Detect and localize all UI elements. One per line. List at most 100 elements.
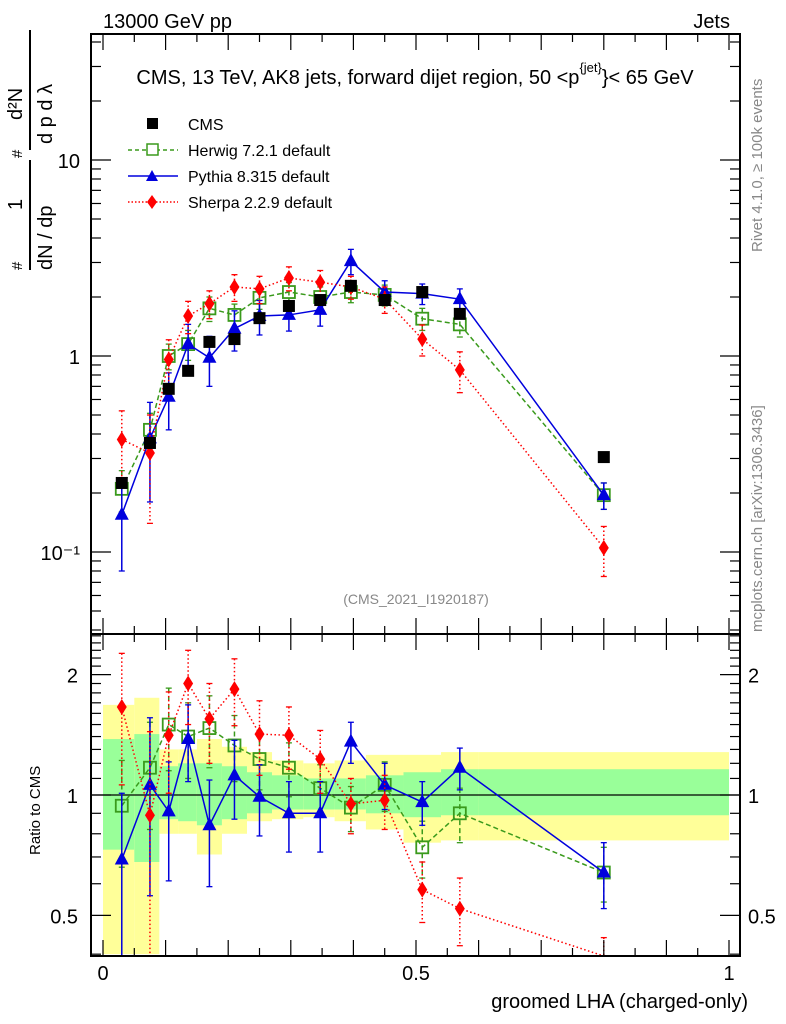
marker-triangle [313, 805, 328, 819]
marker-triangle [343, 253, 358, 267]
green-band [272, 775, 304, 810]
legend-item-sherpa: Sherpa 2.2.9 default [128, 195, 333, 212]
green-band [478, 769, 729, 816]
legend-item-herwig: Herwig 7.2.1 default [128, 143, 331, 160]
marker-diamond [417, 331, 428, 348]
series-sherpa [116, 266, 609, 578]
legend-item-pythia: Pythia 8.315 default [128, 169, 330, 186]
series-line [121, 738, 605, 874]
ratio-y-tick-label-right: 1 [748, 786, 759, 808]
watermark: (CMS_2021_I1920187) [343, 591, 489, 607]
data-point-square [378, 294, 391, 307]
title-pre: CMS, 13 TeV, AK8 jets, forward dijet reg… [136, 67, 579, 89]
green-band [103, 739, 135, 850]
marker-triangle [596, 864, 611, 878]
legend-marker-open-square [146, 143, 159, 156]
data-point-square [314, 294, 327, 307]
marker-triangle [281, 805, 296, 819]
data-point-square [228, 333, 241, 346]
marker-triangle [281, 306, 296, 320]
marker-triangle [252, 788, 267, 802]
marker-triangle [596, 487, 611, 501]
data-point-square [453, 307, 466, 320]
marker-diamond [254, 726, 265, 743]
marker-diamond [144, 807, 155, 824]
main-ticks: 10 1 10⁻¹ [41, 34, 740, 634]
marker-triangle [202, 349, 217, 363]
marker-diamond [315, 274, 326, 291]
legend-item-cms: CMS [147, 117, 224, 134]
header-left: 13000 GeV pp [103, 11, 232, 33]
y-tick-label: 10⁻¹ [41, 543, 81, 565]
marker-triangle [452, 759, 467, 773]
x-axis-label: groomed LHA (charged-only) [491, 991, 748, 1013]
marker-triangle [343, 733, 358, 747]
ratio-y-tick-label-right: 0.5 [748, 906, 776, 928]
rivet-label: Rivet 4.1.0, ≥ 100k events [749, 79, 766, 252]
ratio-y-tick-label: 2 [67, 666, 78, 688]
marker-triangle [161, 388, 176, 402]
data-point-square [597, 451, 610, 464]
marker-triangle [227, 320, 242, 334]
data-point-square [416, 286, 429, 299]
ylabel-hash-2: # [9, 149, 26, 158]
x-tick-label: 1 [723, 963, 734, 985]
y-tick-label: 10 [58, 151, 80, 173]
ratio-bands [103, 697, 729, 955]
marker-diamond [163, 351, 174, 368]
ylabel-hash-1: # [9, 261, 26, 270]
x-tick-label: 0 [97, 963, 108, 985]
ylabel-d2n: d²N [5, 88, 27, 120]
ylabel-dpt-dlambda: d p d λ [35, 84, 57, 144]
marker-diamond [204, 295, 215, 312]
data-point-square [182, 364, 195, 377]
marker-triangle [202, 817, 217, 831]
ratio-y-tick-label-right: 2 [748, 666, 759, 688]
ratio-y-tick-label: 0.5 [50, 906, 78, 928]
green-band [134, 734, 160, 862]
main-panel: 10 1 10⁻¹ CMS, 13 TeV, AK8 jets, forward d… [41, 33, 741, 635]
marker-open-square [452, 806, 467, 821]
marker-diamond [144, 444, 155, 461]
series-pythia [114, 248, 611, 572]
marker-diamond [454, 900, 465, 917]
marker-diamond [229, 278, 240, 295]
legend-label: CMS [188, 117, 224, 134]
marker-open-square [282, 285, 296, 299]
legend: CMS Herwig 7.2.1 default Pythia 8.315 de… [128, 117, 333, 212]
data-point-square [203, 335, 216, 348]
legend-label: Sherpa 2.2.9 default [188, 195, 333, 212]
ratio-series [114, 649, 611, 957]
data-point-square [115, 476, 128, 489]
marker-diamond [315, 751, 326, 768]
series-line [121, 259, 605, 515]
marker-triangle [415, 794, 430, 808]
marker-diamond [183, 675, 194, 692]
series-line [121, 277, 605, 549]
series-cms [115, 279, 610, 489]
legend-marker-square [147, 118, 158, 129]
mcplots-label: mcplots.cern.ch [arXiv:1306.3436] [749, 405, 766, 632]
marker-diamond [163, 727, 174, 744]
series-line [121, 723, 605, 874]
marker-open-square [415, 840, 430, 855]
data-point-square [282, 299, 295, 312]
ratio-panel: 2 2 1 1 0.5 0.5 0 0.5 1 Ratio to CMS groomed LHA… [27, 633, 776, 1013]
legend-marker-diamond [147, 195, 157, 209]
marker-triangle [161, 803, 176, 817]
marker-triangle [452, 291, 467, 305]
marker-triangle [114, 851, 129, 865]
title-post: }< 65 GeV [602, 67, 694, 89]
main-title: CMS, 13 TeV, AK8 jets, forward dijet reg… [136, 60, 694, 89]
ylabel-one: 1 [5, 199, 27, 210]
marker-diamond [283, 270, 294, 287]
legend-label: Pythia 8.315 default [188, 169, 330, 186]
header-right: Jets [693, 11, 730, 33]
marker-diamond [379, 792, 390, 809]
marker-triangle [313, 301, 328, 315]
ylabel-dn-dpt: dN / dp [35, 206, 57, 270]
title-sup: {jet} [579, 60, 602, 75]
ratio-ticks: 2 2 1 1 0.5 0.5 0 0.5 1 [50, 634, 776, 985]
data-point-square [143, 436, 156, 449]
